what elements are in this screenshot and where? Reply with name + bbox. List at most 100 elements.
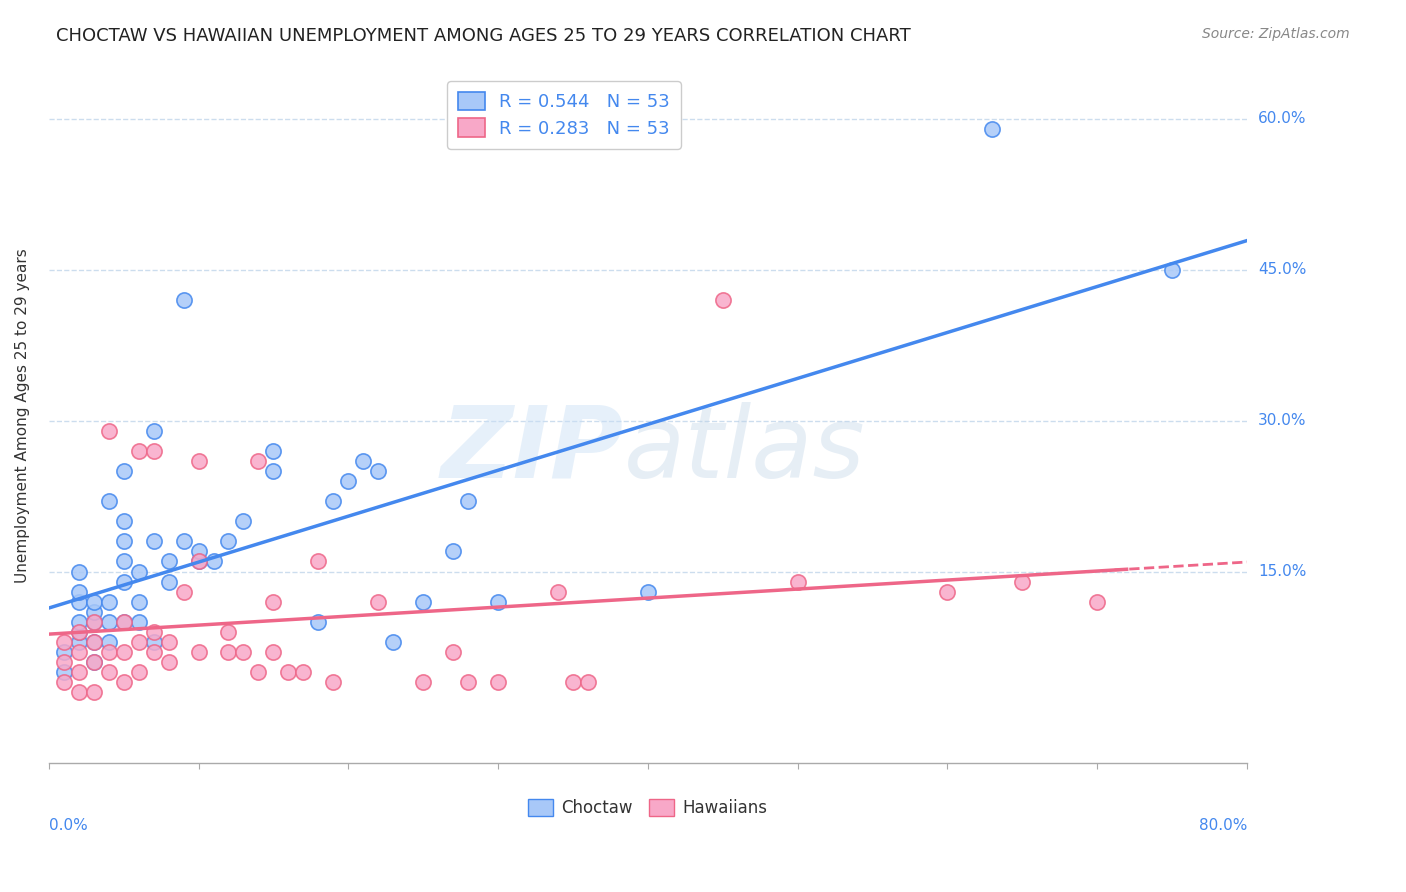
Point bbox=[67, 595, 90, 609]
Point bbox=[262, 595, 284, 609]
Point bbox=[112, 464, 135, 478]
Point bbox=[157, 554, 180, 568]
Point bbox=[232, 645, 254, 659]
Point bbox=[112, 645, 135, 659]
Point bbox=[187, 645, 209, 659]
Point bbox=[128, 665, 150, 679]
Point bbox=[307, 554, 329, 568]
Point bbox=[292, 665, 315, 679]
Point bbox=[187, 554, 209, 568]
Point bbox=[322, 675, 344, 690]
Point bbox=[486, 675, 509, 690]
Point bbox=[67, 584, 90, 599]
Text: 30.0%: 30.0% bbox=[1258, 413, 1306, 428]
Point bbox=[83, 605, 105, 619]
Point bbox=[52, 645, 75, 659]
Point bbox=[457, 675, 479, 690]
Point bbox=[441, 645, 464, 659]
Point bbox=[576, 675, 599, 690]
Point bbox=[218, 534, 240, 549]
Text: CHOCTAW VS HAWAIIAN UNEMPLOYMENT AMONG AGES 25 TO 29 YEARS CORRELATION CHART: CHOCTAW VS HAWAIIAN UNEMPLOYMENT AMONG A… bbox=[56, 27, 911, 45]
Point bbox=[67, 615, 90, 629]
Point bbox=[142, 534, 165, 549]
Point bbox=[173, 584, 195, 599]
Point bbox=[112, 514, 135, 528]
Point bbox=[83, 635, 105, 649]
Point bbox=[173, 293, 195, 307]
Point bbox=[367, 464, 389, 478]
Y-axis label: Unemployment Among Ages 25 to 29 years: Unemployment Among Ages 25 to 29 years bbox=[15, 248, 30, 583]
Text: ZIP: ZIP bbox=[441, 401, 624, 499]
Point bbox=[1011, 574, 1033, 589]
Point bbox=[412, 595, 434, 609]
Point bbox=[52, 665, 75, 679]
Point bbox=[97, 615, 120, 629]
Point bbox=[128, 443, 150, 458]
Point bbox=[157, 655, 180, 669]
Point bbox=[67, 565, 90, 579]
Text: Source: ZipAtlas.com: Source: ZipAtlas.com bbox=[1202, 27, 1350, 41]
Point bbox=[262, 464, 284, 478]
Point bbox=[112, 554, 135, 568]
Point bbox=[247, 665, 270, 679]
Point bbox=[52, 655, 75, 669]
Point bbox=[412, 675, 434, 690]
Point bbox=[1085, 595, 1108, 609]
Point bbox=[97, 595, 120, 609]
Point bbox=[67, 645, 90, 659]
Point bbox=[262, 645, 284, 659]
Point bbox=[142, 424, 165, 438]
Point bbox=[936, 584, 959, 599]
Point bbox=[142, 645, 165, 659]
Point bbox=[322, 494, 344, 508]
Point bbox=[187, 454, 209, 468]
Point bbox=[711, 293, 734, 307]
Point bbox=[1161, 262, 1184, 277]
Text: 60.0%: 60.0% bbox=[1258, 112, 1306, 127]
Point bbox=[52, 635, 75, 649]
Point bbox=[128, 615, 150, 629]
Text: 0.0%: 0.0% bbox=[49, 818, 87, 833]
Text: 15.0%: 15.0% bbox=[1258, 564, 1306, 579]
Point bbox=[83, 655, 105, 669]
Point bbox=[97, 665, 120, 679]
Point bbox=[637, 584, 659, 599]
Point bbox=[83, 615, 105, 629]
Point bbox=[97, 645, 120, 659]
Point bbox=[786, 574, 808, 589]
Point bbox=[441, 544, 464, 558]
Point bbox=[128, 595, 150, 609]
Point bbox=[112, 534, 135, 549]
Point bbox=[218, 624, 240, 639]
Point bbox=[112, 675, 135, 690]
Point bbox=[247, 454, 270, 468]
Point bbox=[173, 534, 195, 549]
Point bbox=[382, 635, 405, 649]
Point bbox=[83, 685, 105, 699]
Point bbox=[97, 424, 120, 438]
Point bbox=[97, 494, 120, 508]
Point bbox=[232, 514, 254, 528]
Point bbox=[157, 574, 180, 589]
Point bbox=[112, 615, 135, 629]
Point bbox=[277, 665, 299, 679]
Point bbox=[367, 595, 389, 609]
Point bbox=[547, 584, 569, 599]
Point bbox=[112, 615, 135, 629]
Point bbox=[83, 595, 105, 609]
Text: 80.0%: 80.0% bbox=[1199, 818, 1247, 833]
Point bbox=[67, 635, 90, 649]
Point bbox=[457, 494, 479, 508]
Point bbox=[52, 675, 75, 690]
Point bbox=[202, 554, 225, 568]
Point bbox=[128, 565, 150, 579]
Point bbox=[562, 675, 585, 690]
Text: 45.0%: 45.0% bbox=[1258, 262, 1306, 277]
Point bbox=[218, 645, 240, 659]
Point bbox=[128, 635, 150, 649]
Point bbox=[307, 615, 329, 629]
Point bbox=[486, 595, 509, 609]
Point bbox=[142, 443, 165, 458]
Point bbox=[187, 554, 209, 568]
Point bbox=[83, 615, 105, 629]
